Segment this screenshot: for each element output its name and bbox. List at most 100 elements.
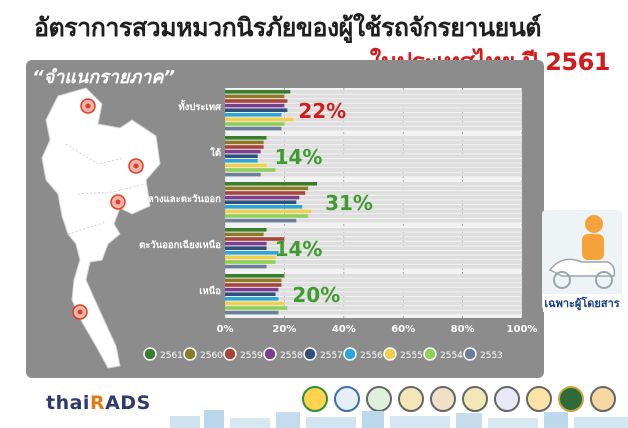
value-label: 14% — [275, 145, 323, 169]
bar — [225, 301, 285, 306]
sponsor-logo-icon — [526, 386, 552, 412]
bar-track — [225, 200, 522, 204]
bar — [225, 126, 282, 131]
bar-track — [225, 214, 522, 218]
legend-swatch — [423, 347, 437, 361]
motorcycle-rider-icon — [548, 215, 616, 289]
bar-track — [225, 310, 522, 315]
sponsor-logo-icon — [334, 386, 360, 412]
bar — [225, 159, 258, 163]
legend-swatch — [303, 347, 317, 361]
sponsor-logo-icon — [302, 386, 328, 412]
bar-track — [225, 103, 522, 108]
legend-swatch — [343, 347, 357, 361]
sponsor-logo-icon — [430, 386, 456, 412]
category-label: ตะวันออกเฉียงเหนือ — [139, 239, 221, 251]
bar — [225, 117, 294, 122]
bar — [225, 218, 297, 223]
bar — [225, 186, 309, 191]
sponsor-logo-icon — [494, 386, 520, 412]
bar-track — [225, 287, 522, 292]
bar-track — [225, 90, 522, 94]
bar-track — [225, 122, 522, 126]
sponsor-logo-icon — [398, 386, 424, 412]
page-title: อัตราการสวมหมวกนิรภัยของผู้ใช้รถจักรยานย… — [34, 13, 542, 42]
bar — [225, 255, 276, 260]
bar-track — [225, 255, 522, 260]
bar — [225, 292, 276, 296]
bar-track — [225, 108, 522, 112]
value-label: 20% — [292, 283, 340, 307]
bar — [225, 122, 285, 126]
bar — [225, 260, 276, 264]
bar-track — [225, 251, 522, 255]
thairoads-logo: thaiRADS — [46, 392, 151, 414]
bar — [225, 149, 261, 154]
bar-track — [225, 195, 522, 200]
legend-label: 2558 — [280, 351, 303, 361]
bar — [225, 191, 306, 195]
bar — [225, 232, 264, 237]
bar — [225, 182, 318, 186]
bar — [225, 99, 288, 103]
legend-swatch — [463, 347, 477, 361]
bar — [225, 246, 267, 250]
legend-label: 2560 — [200, 351, 223, 361]
bar-track — [225, 172, 522, 177]
bar — [225, 274, 285, 278]
bar-track — [225, 264, 522, 269]
bar-track — [225, 246, 522, 250]
bar — [225, 140, 264, 145]
x-tick-label: 80% — [451, 324, 475, 335]
bar-track — [225, 283, 522, 287]
legend-label: 2561 — [160, 351, 183, 361]
bar-track — [225, 126, 522, 131]
bar — [225, 297, 279, 301]
bar-track — [225, 136, 522, 140]
category-label: กลางและตะวันออก — [142, 194, 221, 205]
bar — [225, 163, 267, 168]
bar — [225, 205, 303, 209]
bar — [225, 264, 267, 269]
bar — [225, 113, 282, 117]
bar-track — [225, 113, 522, 117]
x-tick-label: 60% — [391, 324, 415, 335]
bar-track — [225, 186, 522, 191]
bar — [225, 108, 288, 112]
bar-track — [225, 306, 522, 310]
legend-label: 2555 — [400, 351, 423, 361]
legend-label: 2559 — [240, 351, 263, 361]
bar — [225, 145, 264, 149]
sponsor-logo-icon — [590, 386, 616, 412]
legend-swatch — [383, 347, 397, 361]
passenger-only-label: เฉพาะผู้โดยสาร — [543, 294, 621, 312]
bar — [225, 251, 279, 255]
bar-track — [225, 159, 522, 163]
x-tick-label: 20% — [272, 324, 296, 335]
bar-track — [225, 140, 522, 145]
legend-swatch — [223, 347, 237, 361]
bar-track — [225, 149, 522, 154]
bar-track — [225, 241, 522, 246]
bar — [225, 287, 279, 292]
passenger-card — [542, 210, 622, 310]
legend-label: 2553 — [480, 351, 503, 361]
value-label: 22% — [298, 99, 346, 123]
x-tick-label: 40% — [332, 324, 356, 335]
bar-track — [225, 237, 522, 241]
bar-track — [225, 94, 522, 99]
bar-track — [225, 205, 522, 209]
bar-track — [225, 154, 522, 158]
bar-track — [225, 260, 522, 264]
city-skyline-decoration — [170, 410, 628, 428]
region-section-title: “จำแนกรายภาค” — [32, 67, 175, 88]
thailand-map-icon — [41, 87, 161, 369]
legend-swatch — [143, 347, 157, 361]
sponsor-logos — [300, 380, 620, 420]
bar-track — [225, 232, 522, 237]
bar — [225, 90, 291, 94]
bar — [225, 168, 276, 172]
bar-track — [225, 209, 522, 214]
bar — [225, 136, 267, 140]
